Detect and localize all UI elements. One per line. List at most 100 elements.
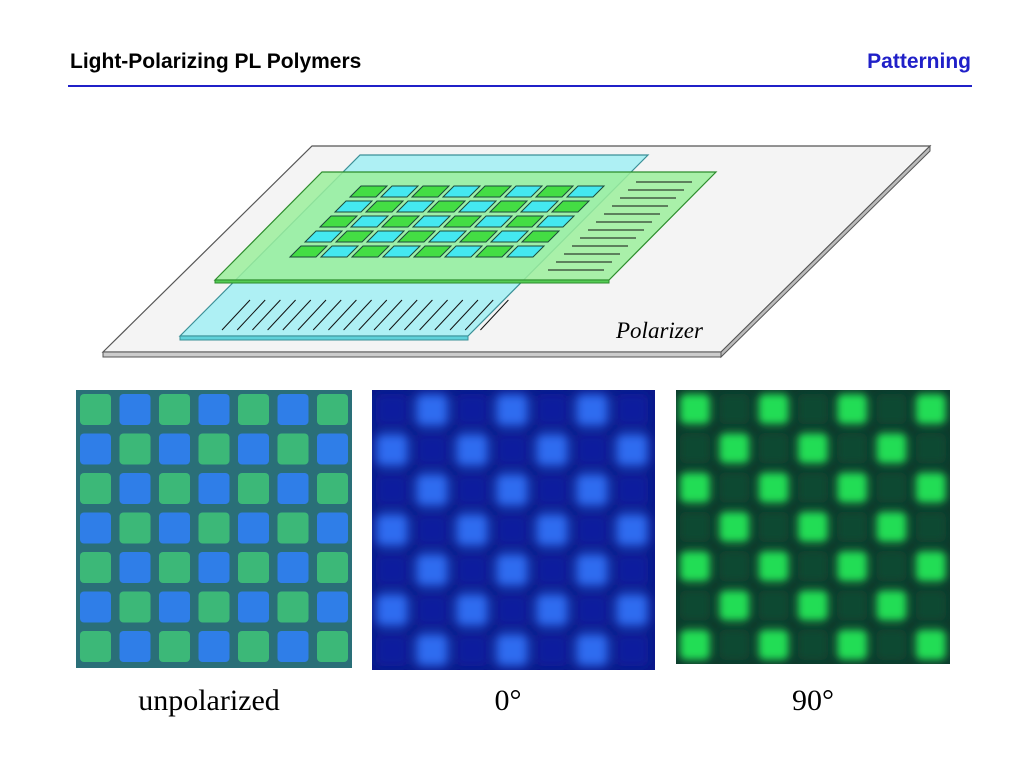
photo-pixel [376,594,408,626]
polarizer-diagram: Polarizer [101,144,932,359]
photo-pixel [416,594,448,626]
photo-pixel [198,433,230,465]
photo-pixel [837,394,868,424]
photo-pixel [317,512,348,544]
photo-pixel [277,591,309,623]
photo-pixel [576,394,608,426]
polarizer-plate-side [720,144,931,359]
photo-pixel [159,512,190,544]
photo-pixel [536,634,568,666]
photo-pixel [80,512,111,544]
photo-0-degrees [372,390,655,670]
photo-pixel [616,514,648,546]
photo-pixel [876,433,907,464]
caption-unpolarized: unpolarized [138,684,280,717]
photo-pixel [159,631,190,662]
photo-pixel [80,433,111,465]
photo-pixel [238,512,269,544]
photo-pixel [915,433,946,464]
photo-pixel [758,551,789,582]
photo-pixel [915,472,946,503]
pixel [319,245,360,258]
photo-pixel [416,514,448,546]
photo-pixel [719,551,750,582]
photo-pixel [456,554,488,586]
photo-pixel [119,631,151,662]
photo-pixel [758,511,789,542]
pixel [365,230,406,243]
caption-0-degrees: 0° [494,684,522,717]
pixel [303,230,344,243]
photo-pixel [456,594,488,626]
alignment-line [343,299,372,331]
photo-pixel [915,394,946,424]
photo-pixel [719,590,750,621]
pixel [520,230,561,243]
photo-pixel [80,552,111,583]
photo-pixel [416,554,448,586]
alignment-line [480,299,509,331]
pixel [458,230,499,243]
photo-pixel [719,433,750,464]
pixel [410,185,451,198]
photo-pixel [159,473,190,504]
photo-pixel [317,433,348,465]
photo-pixel [915,511,946,542]
alignment-line [404,299,433,331]
photo-pixel [238,473,269,504]
photo-pixel [797,590,828,621]
photo-pixel [758,590,789,621]
photo-pixel [719,511,750,542]
pixel [489,230,530,243]
photo-pixel [837,433,868,464]
photo-pixel [616,594,648,626]
photo-unpolarized [76,390,352,668]
photo-pixel [536,594,568,626]
photo-pixel [416,634,448,666]
alignment-line [252,299,281,331]
photo-pixel [496,594,528,626]
photo-pixel [876,590,907,621]
photo-pixel [915,590,946,621]
alignment-line [419,299,448,331]
polarizer-label: Polarizer [615,318,704,343]
photo-pixel [837,551,868,582]
photo-pixel [496,554,528,586]
photo-pixel [797,433,828,464]
photo-pixel [277,473,309,504]
pixel [333,200,374,213]
alignment-line [297,299,327,331]
pixel [503,185,544,198]
photo-pixel [758,394,789,424]
pixel [505,245,546,258]
pixel [349,215,390,228]
pixel [318,215,359,228]
pixel [411,215,452,228]
photo-pixel [119,591,151,623]
photo-pixel [277,512,309,544]
photo-pixel [797,472,828,503]
pixel [457,200,498,213]
photo-pixel [198,512,230,544]
alignment-line [434,299,464,331]
section-title: Patterning [867,50,971,73]
photo-pixel [797,511,828,542]
photo-pixel [576,634,608,666]
photo-pixel [719,472,750,503]
photo-pixel [119,512,151,544]
photo-pixel [797,629,828,660]
pixel [565,185,606,198]
photo-pixel [376,434,408,466]
page-title: Light-Polarizing PL Polymers [70,50,362,73]
photo-pixel [876,394,907,424]
pixel [379,185,420,198]
photo-pixel [496,474,528,506]
photo-pixel [238,591,269,623]
cyan-film-alignment-lines [221,299,509,331]
photo-pixel [876,511,907,542]
photo-pixel [198,473,230,504]
pixel [519,200,560,213]
header-rule [68,85,972,87]
photo-pixel [616,634,648,666]
pixel [473,215,514,228]
